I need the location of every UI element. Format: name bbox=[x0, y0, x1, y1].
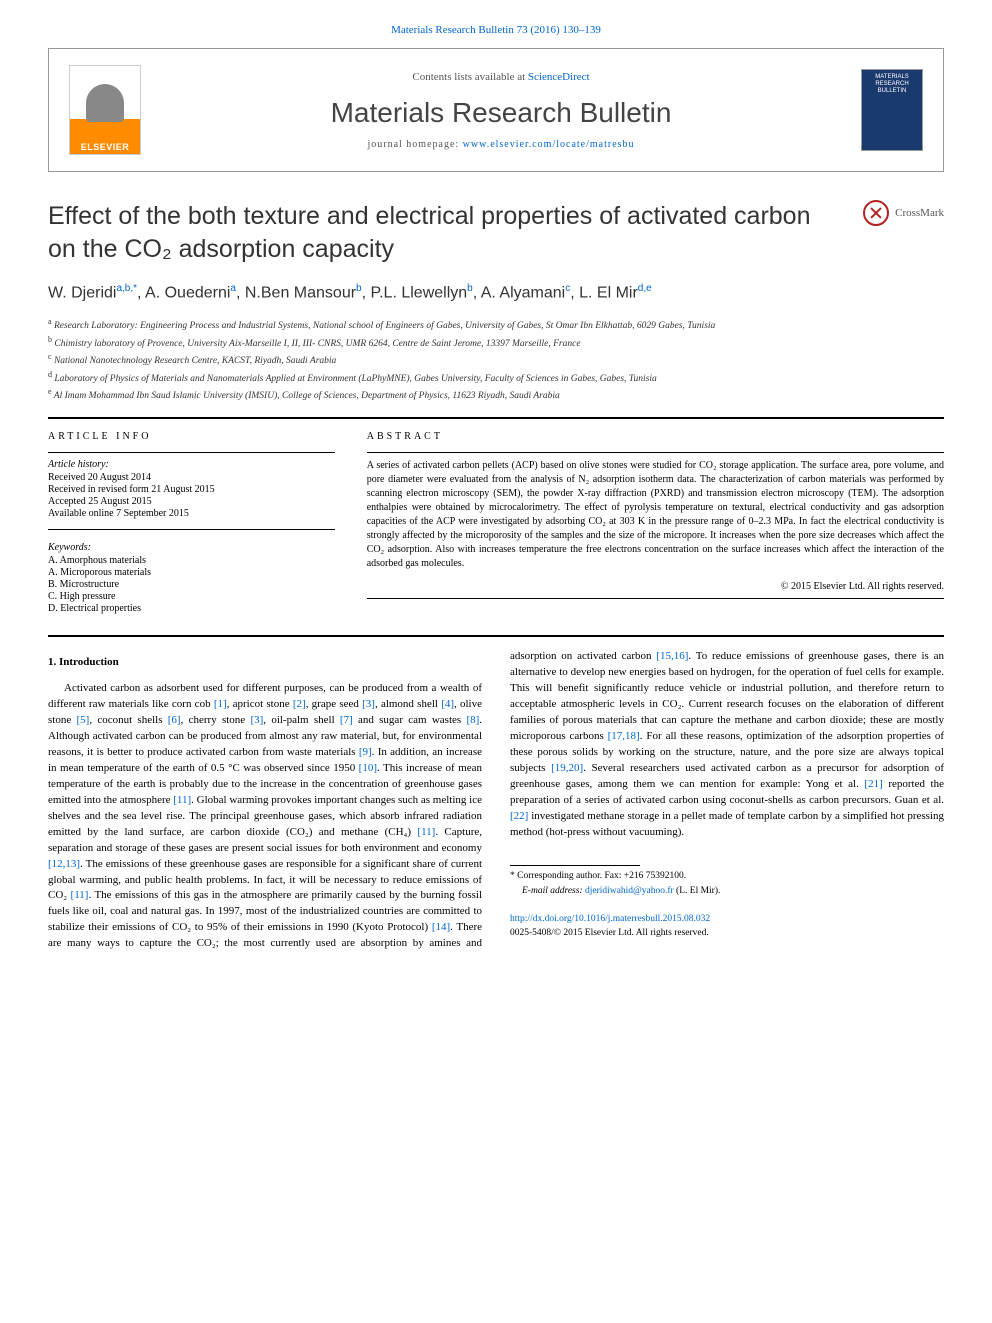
section-heading: 1. Introduction bbox=[48, 655, 482, 671]
ref-link[interactable]: [19,20] bbox=[551, 762, 583, 774]
ref-link[interactable]: [3] bbox=[362, 698, 375, 710]
ref-link[interactable]: [12,13] bbox=[48, 858, 80, 870]
homepage-prefix: journal homepage: bbox=[367, 139, 462, 150]
divider bbox=[48, 452, 335, 453]
email-line: E-mail address: djeridiwahid@yahoo.fr (L… bbox=[510, 885, 944, 899]
ref-link[interactable]: [8] bbox=[466, 714, 479, 726]
journal-citation: Materials Research Bulletin 73 (2016) 13… bbox=[48, 24, 944, 36]
article-info-heading: ARTICLE INFO bbox=[48, 431, 335, 442]
body-text: 1. Introduction Activated carbon as adso… bbox=[48, 649, 944, 952]
divider bbox=[48, 417, 944, 419]
ref-link[interactable]: [5] bbox=[77, 714, 90, 726]
abstract-block: ABSTRACT A series of activated carbon pe… bbox=[367, 431, 944, 615]
journal-name: Materials Research Bulletin bbox=[159, 97, 843, 129]
history-label: Article history: bbox=[48, 459, 335, 470]
ref-link[interactable]: [14] bbox=[432, 921, 450, 933]
crossmark-label: CrossMark bbox=[895, 207, 944, 219]
authors-line: W. Djeridia,b,*, A. Ouedernia, N.Ben Man… bbox=[48, 283, 944, 302]
contents-line: Contents lists available at ScienceDirec… bbox=[159, 71, 843, 83]
ref-link[interactable]: [21] bbox=[864, 778, 882, 790]
affiliation-line: a Research Laboratory: Engineering Proce… bbox=[48, 316, 944, 333]
email-link[interactable]: djeridiwahid@yahoo.fr bbox=[585, 886, 674, 896]
divider bbox=[48, 529, 335, 530]
ref-link[interactable]: [11] bbox=[417, 826, 435, 838]
homepage-link[interactable]: www.elsevier.com/locate/matresbu bbox=[463, 139, 635, 150]
email-suffix: (L. El Mir). bbox=[674, 886, 721, 896]
ref-link[interactable]: [1] bbox=[214, 698, 227, 710]
affiliations-block: a Research Laboratory: Engineering Proce… bbox=[48, 316, 944, 403]
cover-text: MATERIALS RESEARCH BULLETIN bbox=[862, 74, 922, 96]
corresponding-footer: * Corresponding author. Fax: +216 753921… bbox=[510, 865, 944, 900]
affiliation-line: b Chimistry laboratory of Provence, Univ… bbox=[48, 334, 944, 351]
ref-link[interactable]: [4] bbox=[441, 698, 454, 710]
journal-header: ELSEVIER Contents lists available at Sci… bbox=[48, 48, 944, 172]
ref-link[interactable]: [22] bbox=[510, 810, 528, 822]
keyword-item: D. Electrical properties bbox=[48, 603, 335, 614]
issn-line: 0025-5408/© 2015 Elsevier Ltd. All right… bbox=[510, 927, 944, 941]
sciencedirect-link[interactable]: ScienceDirect bbox=[528, 71, 590, 83]
keywords-label: Keywords: bbox=[48, 542, 335, 553]
doi-link[interactable]: http://dx.doi.org/10.1016/j.materresbull… bbox=[510, 914, 710, 924]
abstract-text: A series of activated carbon pellets (AC… bbox=[367, 459, 944, 571]
contents-prefix: Contents lists available at bbox=[412, 71, 527, 83]
elsevier-label: ELSEVIER bbox=[81, 140, 130, 154]
divider bbox=[510, 865, 640, 866]
ref-link[interactable]: [10] bbox=[359, 762, 377, 774]
history-item: Available online 7 September 2015 bbox=[48, 508, 335, 519]
crossmark-icon bbox=[863, 200, 889, 226]
ref-link[interactable]: [17,18] bbox=[608, 730, 640, 742]
divider bbox=[367, 598, 944, 599]
ref-link[interactable]: [11] bbox=[71, 889, 89, 901]
elsevier-logo: ELSEVIER bbox=[69, 65, 141, 155]
ref-link[interactable]: [6] bbox=[168, 714, 181, 726]
divider bbox=[48, 635, 944, 637]
affiliation-line: d Laboratory of Physics of Materials and… bbox=[48, 369, 944, 386]
affiliation-line: c National Nanotechnology Research Centr… bbox=[48, 351, 944, 368]
article-info-block: ARTICLE INFO Article history: Received 2… bbox=[48, 431, 335, 615]
article-title: Effect of the both texture and electrica… bbox=[48, 200, 843, 265]
doi-block: http://dx.doi.org/10.1016/j.materresbull… bbox=[510, 913, 944, 941]
homepage-line: journal homepage: www.elsevier.com/locat… bbox=[159, 139, 843, 150]
ref-link[interactable]: [7] bbox=[340, 714, 353, 726]
elsevier-tree-icon bbox=[86, 84, 124, 122]
divider bbox=[367, 452, 944, 453]
affiliation-line: e Al Imam Mohammad Ibn Saud Islamic Univ… bbox=[48, 386, 944, 403]
keyword-item: A. Microporous materials bbox=[48, 567, 335, 578]
crossmark-badge[interactable]: CrossMark bbox=[863, 200, 944, 226]
history-item: Received in revised form 21 August 2015 bbox=[48, 484, 335, 495]
keyword-item: A. Amorphous materials bbox=[48, 555, 335, 566]
ref-link[interactable]: [11] bbox=[173, 794, 191, 806]
journal-cover-thumbnail: MATERIALS RESEARCH BULLETIN bbox=[861, 69, 923, 151]
ref-link[interactable]: [9] bbox=[359, 746, 372, 758]
corresponding-author: * Corresponding author. Fax: +216 753921… bbox=[510, 870, 944, 884]
ref-link[interactable]: [15,16] bbox=[656, 650, 688, 662]
ref-link[interactable]: [2] bbox=[293, 698, 306, 710]
keyword-item: B. Microstructure bbox=[48, 579, 335, 590]
copyright-line: © 2015 Elsevier Ltd. All rights reserved… bbox=[367, 581, 944, 592]
history-item: Received 20 August 2014 bbox=[48, 472, 335, 483]
keyword-item: C. High pressure bbox=[48, 591, 335, 602]
email-label: E-mail address: bbox=[522, 886, 585, 896]
ref-link[interactable]: [3] bbox=[250, 714, 263, 726]
history-item: Accepted 25 August 2015 bbox=[48, 496, 335, 507]
abstract-heading: ABSTRACT bbox=[367, 431, 944, 442]
